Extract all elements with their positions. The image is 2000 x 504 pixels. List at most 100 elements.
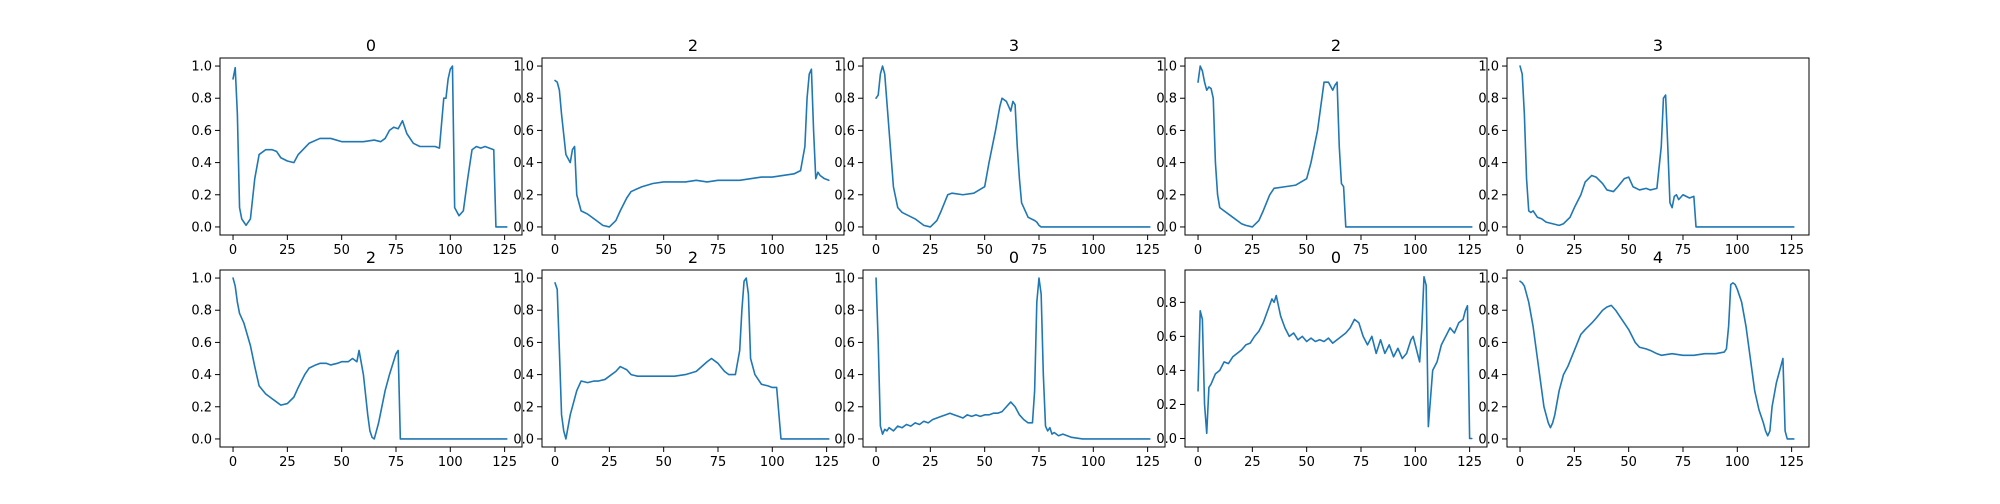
series-line	[554, 277, 830, 440]
x-tick-label: 50	[1620, 243, 1637, 258]
y-tick-label: 0.4	[1478, 156, 1499, 171]
y-tick-label: 0.6	[1156, 124, 1177, 139]
y-tick-label: 0.2	[1156, 398, 1177, 413]
x-tick-label: 75	[1675, 243, 1692, 258]
y-tick-label: 0.6	[1478, 336, 1499, 351]
x-tick-label: 100	[1081, 243, 1106, 258]
subplot-title: 0	[1331, 248, 1341, 267]
y-tick-label: 1.0	[1478, 272, 1499, 287]
y-tick-label: 0.0	[834, 432, 855, 447]
y-tick-label: 0.6	[1156, 330, 1177, 345]
axes-frame	[541, 269, 845, 448]
y-tick-label: 1.0	[191, 60, 212, 75]
x-tick-label: 100	[1725, 455, 1750, 470]
x-tick-label: 100	[1403, 243, 1428, 258]
y-tick-label: 0.6	[191, 124, 212, 139]
x-tick-label: 0	[229, 455, 237, 470]
x-tick-label: 25	[1244, 243, 1261, 258]
y-tick-label: 0.0	[191, 432, 212, 447]
subplot-5: 3 0 25 50 75 100 125 0.0 0.2 0.4 0.6 0.8 1.0	[1478, 36, 1810, 258]
x-tick-label: 75	[1031, 455, 1048, 470]
axes-frame	[1184, 57, 1488, 236]
x-tick-label: 0	[872, 455, 880, 470]
y-tick-label: 0.2	[834, 188, 855, 203]
y-tick-label: 0.2	[1478, 400, 1499, 415]
y-tick-label: 0.0	[1478, 432, 1499, 447]
y-tick-label: 0.8	[191, 304, 212, 319]
x-tick-label: 125	[814, 243, 839, 258]
axes-frame	[219, 269, 523, 448]
axes-frame	[219, 57, 523, 236]
subplot-7: 2 0 25 50 75 100 125 0.0 0.2 0.4 0.6 0.8 1.0	[513, 248, 845, 470]
x-tick-label: 50	[976, 455, 993, 470]
y-tick-label: 0.0	[191, 220, 212, 235]
subplot-6: 2 0 25 50 75 100 125 0.0 0.2 0.4 0.6 0.8 1.0	[191, 248, 523, 470]
subplot-title: 0	[366, 36, 376, 55]
series-line	[232, 277, 508, 440]
x-tick-label: 125	[492, 455, 517, 470]
x-tick-label: 75	[710, 243, 727, 258]
y-tick-label: 1.0	[834, 60, 855, 75]
series-line	[232, 65, 508, 228]
y-tick-label: 0.8	[191, 92, 212, 107]
subplot-1: 0 0 25 50 75 100 125 0.0 0.2 0.4 0.6 0.8 1.0	[191, 36, 523, 258]
x-tick-label: 50	[1620, 455, 1637, 470]
series-line	[875, 65, 1151, 228]
y-tick-label: 0.0	[1156, 220, 1177, 235]
x-tick-label: 0	[551, 243, 559, 258]
x-tick-label: 75	[1675, 455, 1692, 470]
x-tick-label: 25	[1566, 243, 1583, 258]
x-tick-label: 25	[922, 455, 939, 470]
subplot-title: 2	[688, 36, 698, 55]
subplot-title: 2	[1331, 36, 1341, 55]
y-tick-label: 0.0	[834, 220, 855, 235]
x-tick-label: 0	[551, 455, 559, 470]
y-tick-label: 0.6	[513, 336, 534, 351]
y-tick-label: 0.2	[834, 400, 855, 415]
x-tick-label: 75	[1353, 243, 1370, 258]
y-tick-label: 0.4	[834, 156, 855, 171]
y-tick-label: 0.6	[191, 336, 212, 351]
y-tick-label: 1.0	[1156, 60, 1177, 75]
x-tick-label: 125	[492, 243, 517, 258]
subplot-title: 0	[1009, 248, 1019, 267]
axes-frame	[862, 269, 1166, 448]
series-line	[1197, 65, 1473, 228]
y-tick-label: 0.2	[191, 188, 212, 203]
axes-frame	[1506, 269, 1810, 448]
x-tick-label: 100	[438, 455, 463, 470]
series-line	[1519, 65, 1795, 228]
y-tick-label: 0.6	[834, 124, 855, 139]
y-tick-label: 1.0	[1478, 60, 1499, 75]
x-tick-label: 100	[760, 243, 785, 258]
y-tick-label: 0.8	[513, 92, 534, 107]
x-tick-label: 50	[976, 243, 993, 258]
y-tick-label: 1.0	[191, 272, 212, 287]
y-tick-label: 0.8	[1156, 92, 1177, 107]
x-tick-label: 50	[1298, 243, 1315, 258]
series-line	[875, 277, 1151, 440]
y-tick-label: 0.0	[1478, 220, 1499, 235]
y-tick-label: 0.8	[834, 92, 855, 107]
y-tick-label: 0.4	[1478, 368, 1499, 383]
x-tick-label: 0	[1516, 455, 1524, 470]
x-tick-label: 25	[279, 243, 296, 258]
x-tick-label: 0	[1194, 455, 1202, 470]
x-tick-label: 125	[1135, 243, 1160, 258]
subplot-4: 2 0 25 50 75 100 125 0.0 0.2 0.4 0.6 0.8 1.0	[1156, 36, 1488, 258]
x-tick-label: 25	[1244, 455, 1261, 470]
y-tick-label: 1.0	[513, 272, 534, 287]
y-tick-label: 0.4	[513, 156, 534, 171]
y-tick-label: 0.6	[834, 336, 855, 351]
y-tick-label: 0.4	[191, 368, 212, 383]
x-tick-label: 100	[1081, 455, 1106, 470]
x-tick-label: 0	[1194, 243, 1202, 258]
y-tick-label: 0.4	[834, 368, 855, 383]
y-tick-label: 0.2	[1478, 188, 1499, 203]
y-tick-label: 0.6	[1478, 124, 1499, 139]
y-tick-label: 0.0	[513, 432, 534, 447]
subplot-10: 4 0 25 50 75 100 125 0.0 0.2 0.4 0.6 0.8 1.0	[1478, 248, 1810, 470]
axes-frame	[1506, 57, 1810, 236]
